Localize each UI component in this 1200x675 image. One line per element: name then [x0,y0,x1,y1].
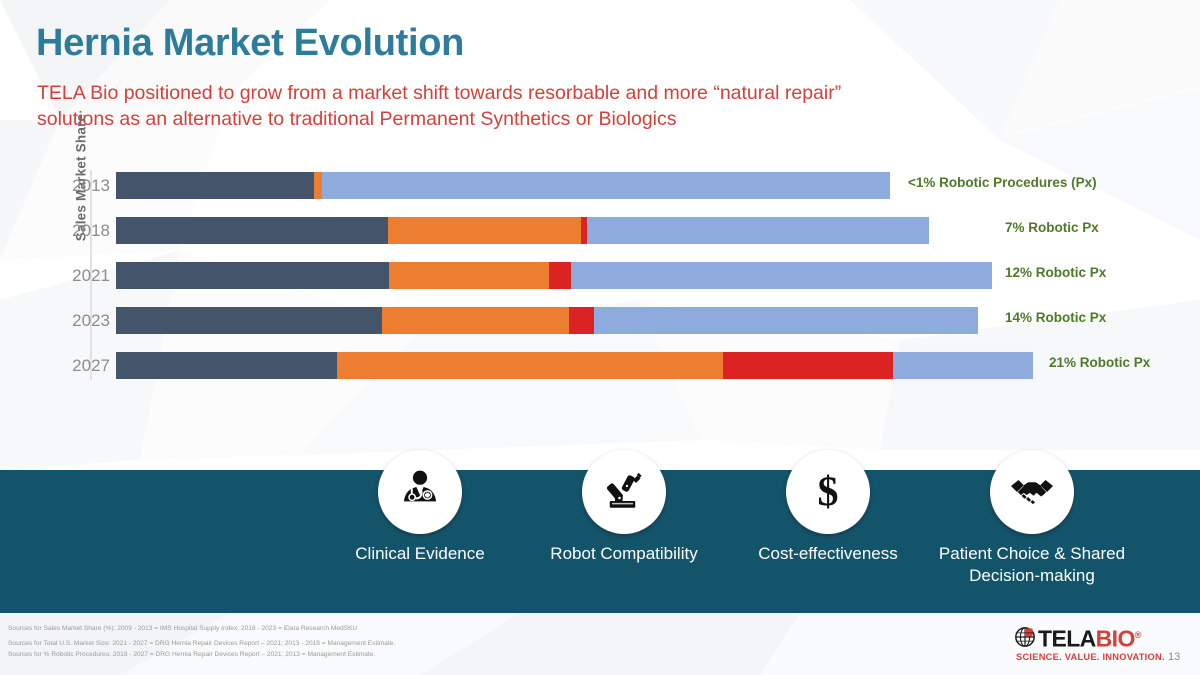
bar-segment-permanent-synthetic [116,307,382,334]
bar-segment-biologic [587,217,929,244]
strength-pillar-label: Cost-effectiveness [758,544,898,563]
bar-segment-permanent-synthetic [116,217,388,244]
strength-pillar-robot-compatibility[interactable]: Robot Compatibility [524,450,724,565]
dollar-sign-icon: $ [818,470,839,516]
chart-row-2023: 2023 14% Robotic Px [0,307,1200,343]
bar-segment-biologic [594,307,978,334]
robotic-annotation-2023: 14% Robotic Px [1005,310,1107,325]
stacked-bar-2027 [116,352,1033,379]
telabio-logo: TELABIO® SCIENCE. VALUE. INNOVATION. [1014,624,1174,662]
source-note-3: Sources for % Robotic Procedures: 2018 -… [8,651,376,658]
bar-segment-permanent-synthetic [116,352,337,379]
strength-pillar-patient-choice-shared-decision-making[interactable]: Patient Choice & Shared Decision-making [932,450,1132,587]
bar-segment-resorbable-synthetics [382,307,569,334]
stacked-bar-2021 [116,262,992,289]
strength-pillar-label: Patient Choice & Shared Decision-making [938,544,1126,585]
chart-row-2013: 2013 <1% Robotic Procedures (Px) [0,172,1200,208]
strength-pillar-label: Clinical Evidence [355,544,485,563]
page-subtitle: TELA Bio positioned to grow from a marke… [37,80,1137,132]
bar-segment-reinforced-tissue-matrix [569,307,594,334]
stacked-bar-2018 [116,217,929,244]
strength-pillar-clinical-evidence[interactable]: Clinical Evidence [320,450,520,565]
bar-segment-reinforced-tissue-matrix [723,352,893,379]
chart-row-2018: 2018 7% Robotic Px [0,217,1200,253]
robotic-annotation-2018: 7% Robotic Px [1005,220,1099,235]
subtitle-line-1: TELA Bio positioned to grow from a marke… [37,82,842,104]
page-title: Hernia Market Evolution [36,22,465,64]
icon-circle [582,450,666,534]
doctor-stethoscope-icon [403,470,437,502]
bar-segment-reinforced-tissue-matrix [581,217,587,244]
chart-row-label: 2023 [72,311,110,330]
stacked-bar-2023 [116,307,978,334]
svg-text:$: $ [818,470,839,516]
bar-segment-resorbable-synthetics [388,217,581,244]
bar-segment-biologic [322,172,890,199]
icon-circle [378,450,462,534]
bar-segment-resorbable-synthetics [337,352,723,379]
subtitle-line-2: solutions as an alternative to tradition… [37,108,677,130]
chart-row-label: 2018 [72,221,110,240]
handshake-icon [1011,480,1053,506]
chart-row-label: 2027 [72,356,110,375]
robotic-annotation-2021: 12% Robotic Px [1005,265,1107,280]
stacked-bar-2013 [116,172,890,199]
stacked-bar-chart: 2013 <1% Robotic Procedures (Px) 2018 7% Ro… [0,160,1200,562]
chart-axis-line [90,170,92,380]
robot-arm-icon [606,472,642,508]
source-note-1: Sources for Sales Market Share (%): 2009… [8,625,358,632]
logo-word-bio: BIO [1095,625,1136,652]
bar-segment-permanent-synthetic [116,172,314,199]
logo-word-tela: TELA [1038,625,1096,652]
globe-grid-icon [1015,626,1035,647]
strength-pillar-label: Robot Compatibility [550,544,698,563]
icon-circle [990,450,1074,534]
bar-segment-permanent-synthetic [116,262,389,289]
bar-segment-biologic [893,352,1033,379]
source-note-2: Sources for Total U.S. Market Size: 2021… [8,639,396,647]
robotic-annotation-2013: <1% Robotic Procedures (Px) [908,175,1097,190]
logo-tagline: SCIENCE. VALUE. INNOVATION. [1016,651,1165,662]
source-notes: Sources for Sales Market Share (%): 2009… [8,623,708,661]
chart-row-label: 2013 [72,176,110,195]
strength-pillar-cost-effectiveness[interactable]: $ Cost-effectiveness [728,450,928,565]
bar-segment-resorbable-synthetics [314,172,322,199]
page-number: 13 [1168,651,1181,663]
bar-segment-resorbable-synthetics [389,262,549,289]
robotic-annotation-2027: 21% Robotic Px [1049,355,1151,370]
icon-circle: $ [786,450,870,534]
bar-segment-reinforced-tissue-matrix [549,262,571,289]
registered-mark: ® [1134,630,1142,640]
chart-row-label: 2021 [72,266,110,285]
chart-row-2021: 2021 12% Robotic Px [0,262,1200,298]
chart-row-2027: 2027 21% Robotic Px [0,352,1200,388]
bar-segment-biologic [571,262,992,289]
